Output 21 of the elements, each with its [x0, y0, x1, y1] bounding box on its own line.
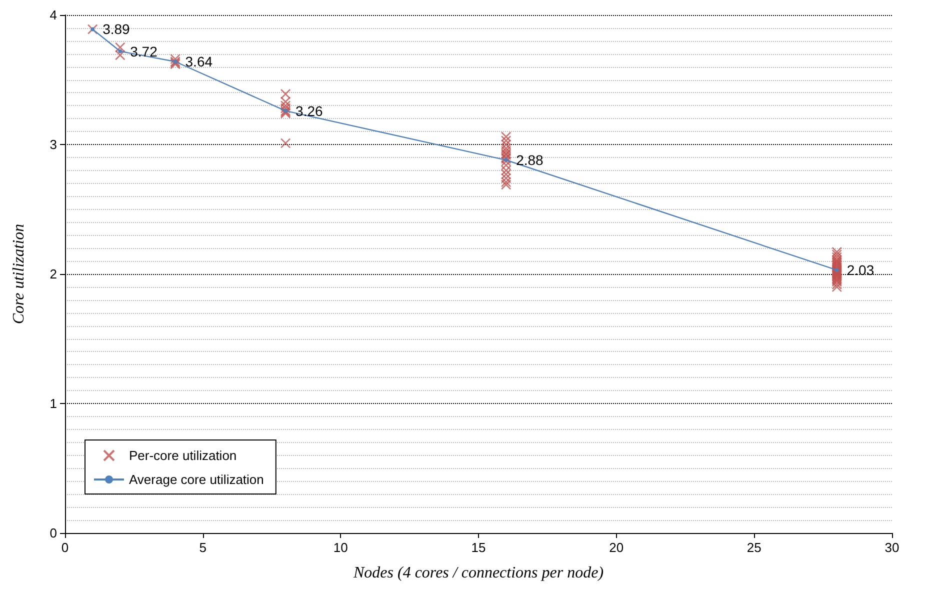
y-tick-label: 3 [50, 137, 57, 152]
x-tick-label: 25 [746, 540, 762, 555]
legend-label: Per-core utilization [129, 448, 237, 463]
y-tick-label: 0 [50, 526, 57, 540]
legend-label: Average core utilization [129, 472, 264, 487]
data-label: 3.72 [130, 43, 158, 60]
data-label: 3.89 [102, 21, 130, 38]
y-axis-title: Core utilization [10, 224, 28, 324]
data-label: 3.26 [296, 102, 323, 119]
x-tick-label: 30 [884, 540, 900, 555]
x-tick-label: 15 [471, 540, 486, 555]
y-tick-label: 2 [50, 266, 57, 282]
x-tick-label: 10 [333, 540, 348, 555]
x-axis-title: Nodes (4 cores / connections per node) [352, 564, 604, 582]
y-tick-label: 4 [50, 8, 57, 22]
y-tick-label: 1 [50, 396, 57, 411]
x-tick-label: 5 [199, 540, 206, 555]
data-label: 2.88 [516, 152, 544, 168]
data-label: 3.64 [185, 54, 213, 70]
x-tick-label: 20 [609, 540, 624, 555]
x-tick-label: 0 [61, 540, 69, 555]
